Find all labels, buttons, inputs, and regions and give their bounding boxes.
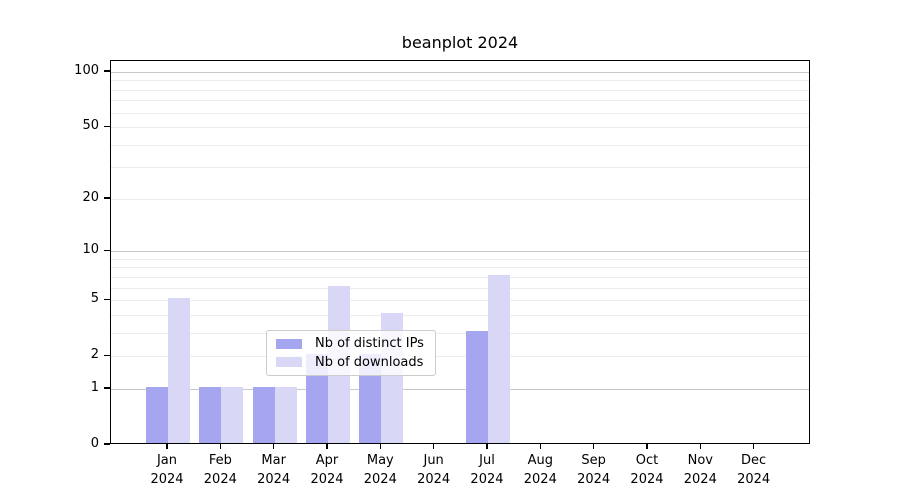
y-tick-label: 10 [82, 242, 99, 258]
chart-title: beanplot 2024 [401, 33, 519, 52]
y-tick-label: 100 [74, 62, 99, 78]
bar [274, 386, 297, 443]
gridline-minor [111, 300, 809, 302]
y-tick-label: 20 [82, 189, 99, 205]
gridline-minor [111, 332, 809, 334]
bar [221, 386, 244, 443]
bar [252, 386, 275, 443]
bar [168, 298, 190, 443]
x-tick-label: Dec 2024 [737, 453, 771, 487]
x-tick [593, 444, 595, 449]
x-tick-label: Oct 2024 [630, 453, 664, 487]
x-tick [699, 444, 701, 449]
gridline-minor [111, 314, 809, 316]
gridline-major [111, 71, 809, 73]
y-tick-label: 2 [90, 347, 99, 363]
y-tick [104, 298, 110, 300]
gridline-minor [111, 167, 809, 169]
x-tick [166, 444, 168, 449]
y-tick-label: 0 [90, 436, 99, 451]
y-tick [104, 125, 110, 127]
gridline-minor [111, 89, 809, 91]
x-tick-label: Apr 2024 [310, 453, 344, 487]
x-tick-label: Nov 2024 [683, 453, 717, 487]
gridline-major [111, 388, 809, 390]
x-tick [753, 444, 755, 449]
y-tick-label: 50 [82, 118, 99, 134]
y-tick [104, 443, 110, 445]
gridline-minor [111, 198, 809, 200]
plot-area [110, 60, 810, 444]
gridline-minor [111, 80, 809, 82]
x-tick [646, 444, 648, 449]
gridline-minor [111, 356, 809, 358]
bar [359, 354, 382, 443]
x-tick-label: May 2024 [363, 453, 397, 487]
x-tick-label: Jul 2024 [470, 453, 504, 487]
x-tick [539, 444, 541, 449]
x-tick-label: Jun 2024 [417, 453, 451, 487]
y-tick [104, 197, 110, 199]
y-tick [104, 354, 110, 356]
gridline-minor [111, 144, 809, 146]
x-tick-label: Sep 2024 [577, 453, 611, 487]
bar [305, 354, 328, 443]
legend-label-distinct-ips: Nb of distinct IPs [315, 336, 424, 352]
bar [146, 386, 168, 443]
x-tick-label: Mar 2024 [257, 453, 291, 487]
legend: Nb of distinct IPs Nb of downloads [266, 330, 436, 376]
x-tick-label: Aug 2024 [523, 453, 557, 487]
gridline-minor [111, 258, 809, 260]
gridline-minor [111, 127, 809, 129]
y-tick [104, 70, 110, 72]
x-tick [379, 444, 382, 449]
x-tick [433, 444, 435, 449]
legend-swatch-downloads [276, 357, 302, 368]
legend-label-downloads: Nb of downloads [315, 354, 424, 370]
gridline-minor [111, 276, 809, 278]
x-tick [219, 444, 222, 449]
x-tick-label: Feb 2024 [203, 453, 237, 487]
x-tick-label: Jan 2024 [150, 453, 184, 487]
bar [199, 386, 222, 443]
x-tick [273, 444, 275, 449]
y-tick [104, 387, 110, 389]
legend-swatch-distinct-ips [276, 338, 302, 349]
y-tick-label: 5 [90, 291, 99, 307]
gridline-minor [111, 100, 809, 102]
gridline-minor [111, 267, 809, 269]
y-tick [104, 249, 110, 251]
bar [487, 274, 510, 443]
bar [465, 330, 488, 443]
legend-item-distinct-ips: Nb of distinct IPs [276, 336, 426, 351]
gridline-minor [111, 287, 809, 289]
y-tick-label: 1 [90, 379, 99, 395]
x-tick [326, 444, 328, 449]
gridline-major [111, 251, 809, 253]
x-tick [486, 444, 488, 449]
gridline-minor [111, 112, 809, 114]
legend-item-downloads: Nb of downloads [276, 355, 426, 370]
